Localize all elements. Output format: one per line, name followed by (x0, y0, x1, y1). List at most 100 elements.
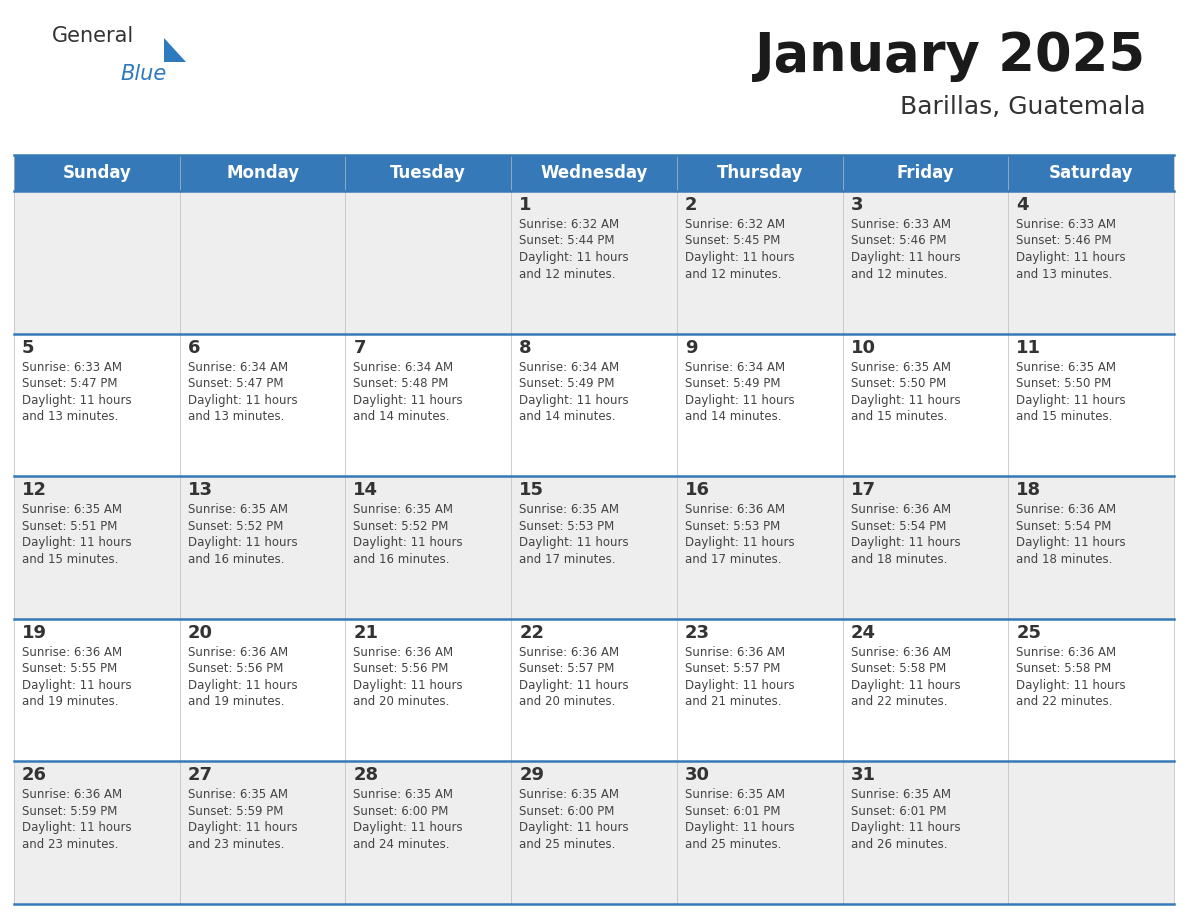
Text: Barillas, Guatemala: Barillas, Guatemala (901, 95, 1146, 119)
Text: 11: 11 (1016, 339, 1042, 356)
Polygon shape (164, 38, 187, 62)
Text: Sunrise: 6:34 AM: Sunrise: 6:34 AM (684, 361, 785, 374)
Text: 29: 29 (519, 767, 544, 784)
Text: Sunset: 5:56 PM: Sunset: 5:56 PM (353, 662, 449, 676)
Text: Sunrise: 6:35 AM: Sunrise: 6:35 AM (519, 503, 619, 516)
Bar (677, 761, 842, 904)
Text: Sunset: 6:01 PM: Sunset: 6:01 PM (851, 805, 946, 818)
Bar (14, 761, 179, 904)
Bar (179, 619, 346, 761)
Text: Sunset: 5:50 PM: Sunset: 5:50 PM (851, 377, 946, 390)
Text: Sunrise: 6:35 AM: Sunrise: 6:35 AM (851, 789, 950, 801)
Text: Daylight: 11 hours: Daylight: 11 hours (684, 822, 795, 834)
Bar (346, 333, 511, 476)
Text: Daylight: 11 hours: Daylight: 11 hours (519, 536, 628, 549)
Text: Daylight: 11 hours: Daylight: 11 hours (353, 394, 463, 407)
Text: 7: 7 (353, 339, 366, 356)
Text: Blue: Blue (120, 64, 166, 84)
Text: Sunrise: 6:36 AM: Sunrise: 6:36 AM (851, 503, 950, 516)
Text: Sunset: 5:46 PM: Sunset: 5:46 PM (851, 234, 946, 248)
Text: and 26 minutes.: and 26 minutes. (851, 838, 947, 851)
Bar (677, 333, 842, 476)
Text: 19: 19 (23, 624, 48, 642)
Text: Daylight: 11 hours: Daylight: 11 hours (851, 678, 960, 692)
Text: and 24 minutes.: and 24 minutes. (353, 838, 450, 851)
Bar (179, 761, 346, 904)
Text: 20: 20 (188, 624, 213, 642)
Text: Friday: Friday (897, 164, 954, 182)
Text: 15: 15 (519, 481, 544, 499)
Text: Sunrise: 6:36 AM: Sunrise: 6:36 AM (188, 645, 287, 659)
Text: and 19 minutes.: and 19 minutes. (188, 695, 284, 709)
Text: 9: 9 (684, 339, 697, 356)
Text: 30: 30 (684, 767, 710, 784)
Text: Sunrise: 6:35 AM: Sunrise: 6:35 AM (188, 503, 287, 516)
Text: Sunset: 5:57 PM: Sunset: 5:57 PM (684, 662, 781, 676)
Text: Sunset: 5:47 PM: Sunset: 5:47 PM (188, 377, 283, 390)
Text: Sunset: 5:59 PM: Sunset: 5:59 PM (23, 805, 118, 818)
Text: 13: 13 (188, 481, 213, 499)
Text: Sunset: 5:49 PM: Sunset: 5:49 PM (684, 377, 781, 390)
Text: Sunrise: 6:36 AM: Sunrise: 6:36 AM (684, 645, 785, 659)
Bar (346, 155, 511, 191)
Text: 1: 1 (519, 196, 532, 214)
Text: and 23 minutes.: and 23 minutes. (23, 838, 119, 851)
Text: 27: 27 (188, 767, 213, 784)
Text: and 22 minutes.: and 22 minutes. (1016, 695, 1113, 709)
Text: Wednesday: Wednesday (541, 164, 647, 182)
Bar (14, 191, 179, 333)
Text: and 25 minutes.: and 25 minutes. (519, 838, 615, 851)
Text: Sunset: 5:58 PM: Sunset: 5:58 PM (1016, 662, 1112, 676)
Text: Sunset: 5:51 PM: Sunset: 5:51 PM (23, 520, 118, 532)
Text: Daylight: 11 hours: Daylight: 11 hours (353, 822, 463, 834)
Bar (14, 155, 179, 191)
Text: and 17 minutes.: and 17 minutes. (519, 553, 615, 565)
Text: Monday: Monday (226, 164, 299, 182)
Text: Sunrise: 6:34 AM: Sunrise: 6:34 AM (188, 361, 287, 374)
Text: Sunrise: 6:35 AM: Sunrise: 6:35 AM (23, 503, 122, 516)
Text: and 17 minutes.: and 17 minutes. (684, 553, 782, 565)
Text: and 16 minutes.: and 16 minutes. (188, 553, 284, 565)
Bar (1009, 619, 1174, 761)
Text: Daylight: 11 hours: Daylight: 11 hours (1016, 251, 1126, 264)
Bar (346, 761, 511, 904)
Text: Sunrise: 6:35 AM: Sunrise: 6:35 AM (519, 789, 619, 801)
Text: and 12 minutes.: and 12 minutes. (851, 267, 947, 281)
Text: Daylight: 11 hours: Daylight: 11 hours (851, 251, 960, 264)
Bar (842, 761, 1009, 904)
Bar (842, 476, 1009, 619)
Text: Daylight: 11 hours: Daylight: 11 hours (851, 822, 960, 834)
Text: Daylight: 11 hours: Daylight: 11 hours (684, 536, 795, 549)
Text: 10: 10 (851, 339, 876, 356)
Bar (511, 476, 677, 619)
Text: General: General (52, 26, 134, 46)
Text: Daylight: 11 hours: Daylight: 11 hours (188, 536, 297, 549)
Text: 2: 2 (684, 196, 697, 214)
Bar (1009, 761, 1174, 904)
Bar (346, 191, 511, 333)
Text: Sunrise: 6:35 AM: Sunrise: 6:35 AM (188, 789, 287, 801)
Text: Daylight: 11 hours: Daylight: 11 hours (684, 251, 795, 264)
Bar (179, 476, 346, 619)
Text: Sunset: 5:52 PM: Sunset: 5:52 PM (353, 520, 449, 532)
Bar (511, 761, 677, 904)
Text: Sunrise: 6:34 AM: Sunrise: 6:34 AM (519, 361, 619, 374)
Bar (677, 476, 842, 619)
Bar (511, 619, 677, 761)
Text: and 15 minutes.: and 15 minutes. (23, 553, 119, 565)
Text: 26: 26 (23, 767, 48, 784)
Bar (346, 619, 511, 761)
Text: 17: 17 (851, 481, 876, 499)
Text: 28: 28 (353, 767, 379, 784)
Text: 6: 6 (188, 339, 201, 356)
Text: Sunset: 5:56 PM: Sunset: 5:56 PM (188, 662, 283, 676)
Text: Sunset: 5:52 PM: Sunset: 5:52 PM (188, 520, 283, 532)
Text: Daylight: 11 hours: Daylight: 11 hours (23, 394, 132, 407)
Text: Sunset: 5:46 PM: Sunset: 5:46 PM (1016, 234, 1112, 248)
Text: Sunday: Sunday (63, 164, 132, 182)
Text: 5: 5 (23, 339, 34, 356)
Bar (842, 155, 1009, 191)
Text: Daylight: 11 hours: Daylight: 11 hours (353, 678, 463, 692)
Text: Sunset: 5:53 PM: Sunset: 5:53 PM (684, 520, 781, 532)
Text: and 15 minutes.: and 15 minutes. (1016, 410, 1113, 423)
